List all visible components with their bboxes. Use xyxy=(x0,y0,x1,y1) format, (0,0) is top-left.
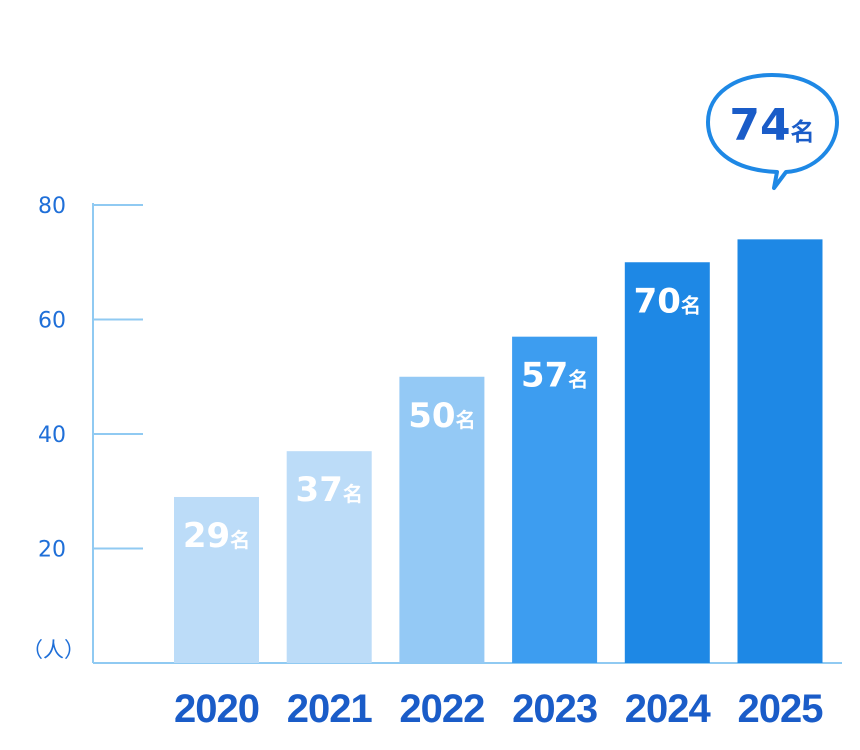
bar-2024 xyxy=(624,262,710,663)
chart-bar-labels: 29名 37名 50名 57名 70名 xyxy=(183,281,701,556)
bar-2025 xyxy=(737,239,823,663)
bar-2022 xyxy=(399,376,485,663)
bar-2020 xyxy=(174,496,259,663)
bubble-value: 74 xyxy=(729,100,790,151)
bar-2021 xyxy=(286,451,372,663)
chart-bars xyxy=(174,239,823,663)
bar-2023 xyxy=(512,336,598,663)
y-tick-label: 20 xyxy=(38,538,66,563)
highlight-bubble: 74名 xyxy=(706,73,839,190)
bubble-shape xyxy=(706,73,839,190)
bar-value-label: 57名 xyxy=(521,356,588,396)
y-tick-label: 80 xyxy=(38,194,66,219)
x-tick-label: 2025 xyxy=(738,687,824,731)
chart-x-labels: 2020 2021 2022 2023 2024 2025 xyxy=(174,687,824,731)
x-tick-label: 2021 xyxy=(287,687,373,731)
bar-value-label: 70名 xyxy=(634,281,701,321)
bar-value-label: 50名 xyxy=(408,396,475,436)
y-tick-label: 60 xyxy=(38,309,66,334)
x-tick-label: 2022 xyxy=(399,687,484,731)
x-tick-label: 2023 xyxy=(512,687,597,731)
y-unit-label: （人） xyxy=(22,638,85,662)
y-tick-label: 40 xyxy=(38,423,66,448)
bubble-label: 74名 xyxy=(729,100,814,151)
bar-value-label: 37名 xyxy=(296,470,363,510)
x-tick-label: 2024 xyxy=(625,687,712,731)
bar-value-label: 29名 xyxy=(183,516,250,556)
x-tick-label: 2020 xyxy=(174,687,259,731)
bubble-suffix: 名 xyxy=(791,118,815,146)
